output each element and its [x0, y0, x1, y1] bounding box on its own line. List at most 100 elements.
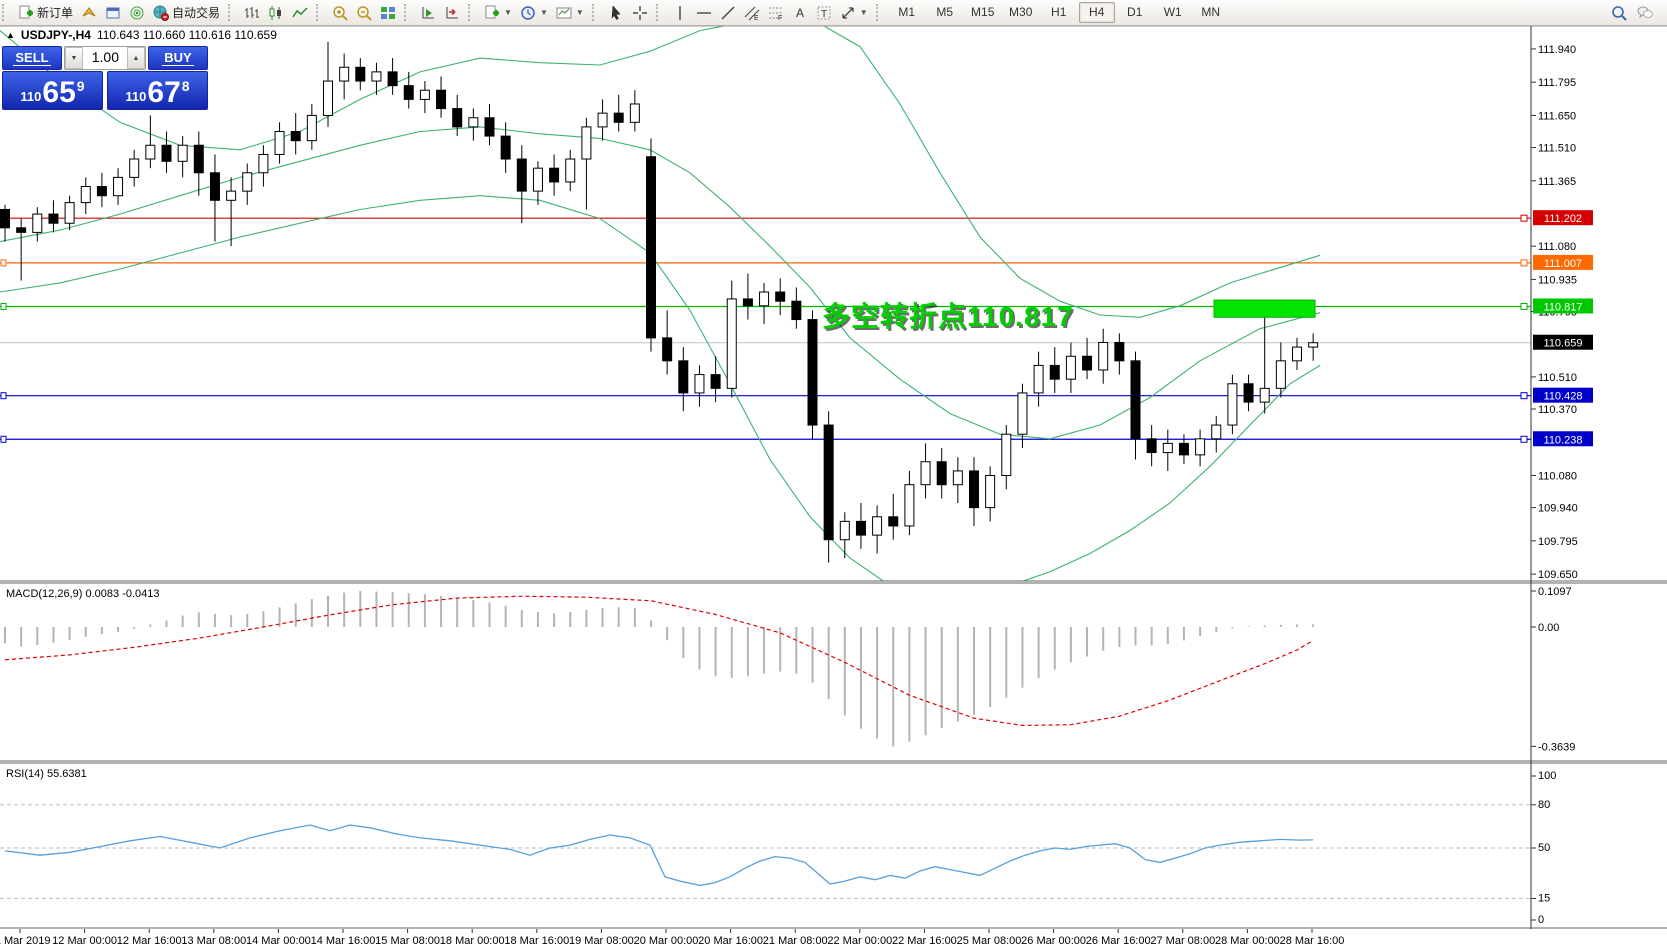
autotrading-button[interactable]: 自动交易 [149, 1, 224, 24]
text-icon: A [796, 6, 804, 20]
volume-down-button[interactable]: ▼ [65, 47, 83, 69]
price-tick-label: 111.365 [1538, 176, 1576, 188]
time-tick-label: 20 Mar 00:00 [634, 935, 699, 947]
horizontal-line-objects[interactable] [0, 214, 1531, 443]
equidistant-channel-button[interactable]: E [740, 1, 764, 24]
horizontal-line-button[interactable] [692, 1, 716, 24]
toolbar-group [238, 0, 314, 25]
price-badge-label: 111.202 [1544, 213, 1582, 225]
line-end-handle[interactable] [1520, 435, 1528, 443]
timeframe-d1-button[interactable]: D1 [1127, 5, 1143, 19]
macd-panel[interactable]: 0.1097 0.00 -0.3639 MACD(12,26,9) 0.0083 -0… [4, 586, 1575, 753]
fibonacci-retracement-button[interactable]: F [764, 1, 788, 24]
timeframe-mn-button[interactable]: MN [1201, 5, 1221, 19]
arrow-objects-button[interactable]: ▼ [836, 1, 872, 24]
cursor-button[interactable] [604, 1, 628, 24]
indicators-list-button[interactable]: ▼ [480, 1, 516, 24]
collapse-panel-icon[interactable]: ▲ [6, 30, 15, 40]
buy-button[interactable]: BUY [148, 46, 208, 70]
candle [226, 177, 237, 247]
zoom-in-button[interactable] [328, 1, 352, 24]
chart-shift-button[interactable] [440, 1, 464, 24]
new-order-button[interactable]: 新订单 [14, 1, 77, 24]
search-icon[interactable] [1611, 5, 1627, 21]
time-tick-label: 25 Mar 08:00 [957, 935, 1022, 947]
chart-templates-icon [556, 7, 572, 18]
candle [629, 90, 640, 132]
timeframe-m30-button[interactable]: M30 [1009, 5, 1033, 19]
line-end-handle[interactable] [1520, 302, 1528, 310]
toolbar-grip [655, 4, 663, 21]
toolbar-group [602, 0, 654, 25]
crosshair-button[interactable] [628, 1, 652, 24]
market-watch-icon [106, 7, 120, 18]
line-chart-button[interactable] [288, 1, 312, 24]
candle [581, 117, 592, 210]
line-start-handle[interactable] [0, 392, 7, 400]
rsi-panel[interactable]: 100 80 50 15 0 RSI(14) 55.6381 [0, 768, 1556, 926]
time-tick-label: 18 Mar 16:00 [504, 935, 569, 947]
volume-stepper: ▼ 1.00 ▲ [64, 46, 146, 70]
chart-text-annotation[interactable]: 多空转折点110.817 [822, 301, 1074, 332]
line-start-handle[interactable] [0, 302, 7, 310]
timeframe-m15-button[interactable]: M15 [971, 5, 995, 19]
indicators-list-dropdown-icon[interactable]: ▼ [504, 8, 512, 17]
highlight-rectangle[interactable] [1213, 299, 1316, 318]
candle [532, 161, 543, 205]
tile-windows-button[interactable] [376, 1, 400, 24]
line-start-handle[interactable] [0, 435, 7, 443]
price-axis[interactable]: 111.940 111.795 111.650 111.510 111.365 111.0… [1531, 44, 1593, 581]
chart-symbol-period: USDJPY-,H4 [20, 28, 91, 42]
candle [904, 470, 915, 536]
line-start-handle[interactable] [0, 259, 7, 267]
arrow-objects-dropdown-icon[interactable]: ▼ [859, 8, 868, 17]
candle [807, 310, 818, 439]
buy-price-button[interactable]: 110 67 8 [107, 71, 208, 110]
zoom-out-button[interactable] [352, 1, 376, 24]
timeframe-w1-button[interactable]: W1 [1163, 5, 1182, 19]
candle [839, 512, 850, 559]
line-end-handle[interactable] [1520, 392, 1528, 400]
chart-templates-button[interactable]: ▼ [552, 1, 588, 24]
candle [452, 94, 463, 137]
time-tick-label: 13 Mar 08:00 [181, 935, 246, 947]
volume-up-button[interactable]: ▲ [127, 47, 145, 69]
text-label-button[interactable]: T [812, 1, 836, 24]
bar-chart-button[interactable] [240, 1, 264, 24]
chart-canvas[interactable]: 111.940 111.795 111.650 111.510 111.365 111.0… [0, 26, 1667, 948]
line-end-handle[interactable] [1520, 214, 1528, 222]
line-end-handle[interactable] [1520, 259, 1528, 267]
text-button[interactable]: A [788, 1, 812, 24]
candlestick-chart-button[interactable] [264, 1, 288, 24]
cursor-icon [611, 4, 621, 20]
price-badge-label: 110.659 [1544, 338, 1583, 350]
timeframe-m5-button[interactable]: M5 [936, 5, 954, 19]
timeframe-m1-button[interactable]: M1 [898, 5, 916, 19]
period-presets-dropdown-icon[interactable]: ▼ [539, 8, 548, 17]
chat-icon[interactable] [1637, 5, 1653, 21]
candle [1082, 337, 1093, 380]
candle [1065, 342, 1076, 393]
timeframe-h4-button[interactable]: H4 [1078, 2, 1115, 23]
price-badge-label: 110.238 [1544, 434, 1583, 446]
time-tick-label: 22 Mar 00:00 [827, 935, 892, 947]
metaeditor-button[interactable] [77, 1, 101, 24]
candle [177, 136, 188, 178]
sell-price-button[interactable]: 110 65 9 [2, 71, 103, 110]
price-tick-label: 110.370 [1538, 404, 1577, 416]
price-tick-label: 109.940 [1538, 503, 1578, 515]
trendline-button[interactable] [716, 1, 740, 24]
chart-templates-dropdown-icon[interactable]: ▼ [575, 8, 584, 17]
vertical-line-button[interactable] [668, 1, 692, 24]
timeframe-h1-button[interactable]: H1 [1051, 5, 1067, 19]
volume-input[interactable]: 1.00 [91, 49, 119, 65]
signals-button[interactable] [125, 1, 149, 24]
auto-scroll-button[interactable] [416, 1, 440, 24]
auto-scroll-icon [422, 6, 435, 18]
candle [565, 149, 576, 192]
sell-button[interactable]: SELL [2, 46, 62, 70]
period-presets-button[interactable]: ▼ [516, 1, 552, 24]
candle [888, 493, 899, 540]
market-watch-button[interactable] [101, 1, 125, 24]
